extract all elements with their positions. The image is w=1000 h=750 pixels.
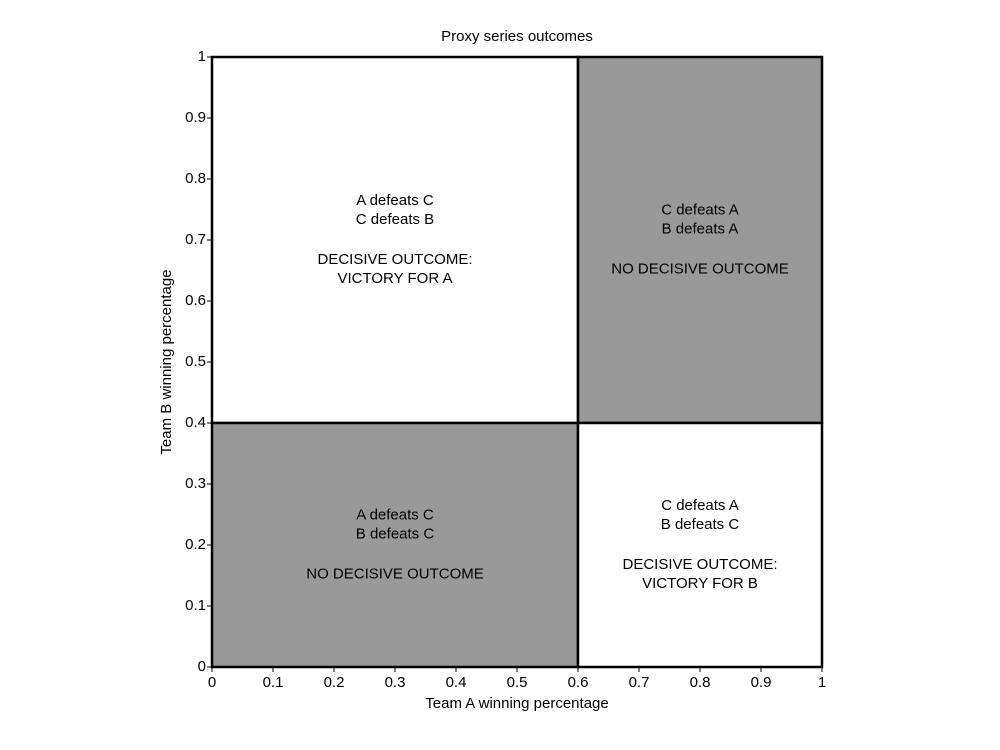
x-tick-label: 0.6	[568, 674, 589, 691]
x-tick-label: 0.7	[629, 674, 650, 691]
region	[210, 55, 580, 425]
x-tick-label: 0.8	[690, 674, 711, 691]
y-tick-label: 0	[198, 658, 206, 675]
y-tick-label: 0.1	[185, 597, 206, 614]
x-tick-label: 0.1	[263, 674, 284, 691]
x-tick-label: 0.4	[446, 674, 467, 691]
y-tick-label: 0.7	[185, 231, 206, 248]
y-axis-label: Team B winning percentage	[158, 269, 175, 454]
region-outcome: NO DECISIVE OUTCOME	[306, 565, 484, 582]
region	[576, 421, 824, 669]
region-text: C defeats A	[661, 497, 739, 514]
region-outcome: VICTORY FOR A	[337, 270, 452, 287]
y-tick-label: 0.8	[185, 170, 206, 187]
y-tick-label: 1	[198, 48, 206, 65]
y-tick-label: 0.4	[185, 414, 206, 431]
y-tick-label: 0.9	[185, 109, 206, 126]
region-text: B defeats C	[661, 516, 740, 533]
x-tick-label: 0	[208, 674, 216, 691]
region-outcome: DECISIVE OUTCOME:	[622, 556, 777, 573]
region-outcome: NO DECISIVE OUTCOME	[611, 260, 789, 277]
x-tick-label: 0.5	[507, 674, 528, 691]
region-outcome: DECISIVE OUTCOME:	[317, 251, 472, 268]
chart-title: Proxy series outcomes	[441, 28, 593, 45]
x-axis-label: Team A winning percentage	[425, 695, 608, 712]
region	[210, 421, 580, 669]
x-tick-label: 1	[818, 674, 826, 691]
y-tick-label: 0.3	[185, 475, 206, 492]
region	[576, 55, 824, 425]
y-tick-label: 0.5	[185, 353, 206, 370]
y-tick-label: 0.2	[185, 536, 206, 553]
region-text: C defeats B	[356, 211, 434, 228]
region-text: A defeats C	[356, 506, 434, 523]
y-tick-label: 0.6	[185, 292, 206, 309]
region-outcome: VICTORY FOR B	[642, 575, 758, 592]
region-text: B defeats C	[356, 525, 435, 542]
x-tick-label: 0.3	[385, 674, 406, 691]
region-text: A defeats C	[356, 192, 434, 209]
region-text: C defeats A	[661, 201, 739, 218]
x-tick-label: 0.9	[751, 674, 772, 691]
x-tick-label: 0.2	[324, 674, 345, 691]
region-text: B defeats A	[662, 220, 739, 237]
